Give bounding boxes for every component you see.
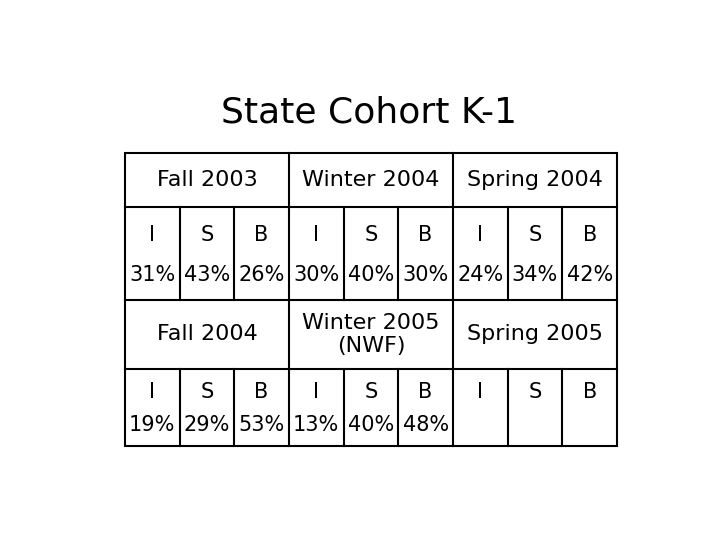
Text: S: S: [364, 382, 377, 402]
Text: 13%: 13%: [293, 415, 339, 435]
Text: I: I: [313, 225, 319, 245]
Text: Spring 2004: Spring 2004: [467, 170, 603, 190]
Text: 31%: 31%: [129, 265, 176, 285]
Text: S: S: [364, 225, 377, 245]
Text: 26%: 26%: [238, 265, 285, 285]
Text: 42%: 42%: [567, 265, 613, 285]
Text: Spring 2005: Spring 2005: [467, 325, 603, 345]
Text: 34%: 34%: [512, 265, 558, 285]
Text: S: S: [528, 225, 541, 245]
Text: 29%: 29%: [184, 415, 230, 435]
Text: I: I: [477, 225, 483, 245]
Text: B: B: [254, 382, 269, 402]
Text: Fall 2004: Fall 2004: [156, 325, 257, 345]
Text: 30%: 30%: [402, 265, 449, 285]
Text: 40%: 40%: [348, 415, 394, 435]
Text: B: B: [254, 225, 269, 245]
Text: Fall 2003: Fall 2003: [156, 170, 257, 190]
Text: B: B: [418, 225, 433, 245]
Text: B: B: [418, 382, 433, 402]
Text: B: B: [582, 225, 597, 245]
Text: 19%: 19%: [129, 415, 176, 435]
Text: Winter 2005
(NWF): Winter 2005 (NWF): [302, 313, 440, 356]
Text: I: I: [149, 225, 156, 245]
Text: 48%: 48%: [402, 415, 449, 435]
Text: I: I: [477, 382, 483, 402]
Text: Winter 2004: Winter 2004: [302, 170, 440, 190]
Text: S: S: [528, 382, 541, 402]
Text: B: B: [582, 382, 597, 402]
Text: 40%: 40%: [348, 265, 394, 285]
Text: 30%: 30%: [293, 265, 339, 285]
Text: S: S: [200, 382, 214, 402]
Text: I: I: [149, 382, 156, 402]
Text: 24%: 24%: [457, 265, 503, 285]
Text: I: I: [313, 382, 319, 402]
Text: State Cohort K-1: State Cohort K-1: [221, 96, 517, 130]
Text: 43%: 43%: [184, 265, 230, 285]
Text: 53%: 53%: [238, 415, 284, 435]
Text: S: S: [200, 225, 214, 245]
